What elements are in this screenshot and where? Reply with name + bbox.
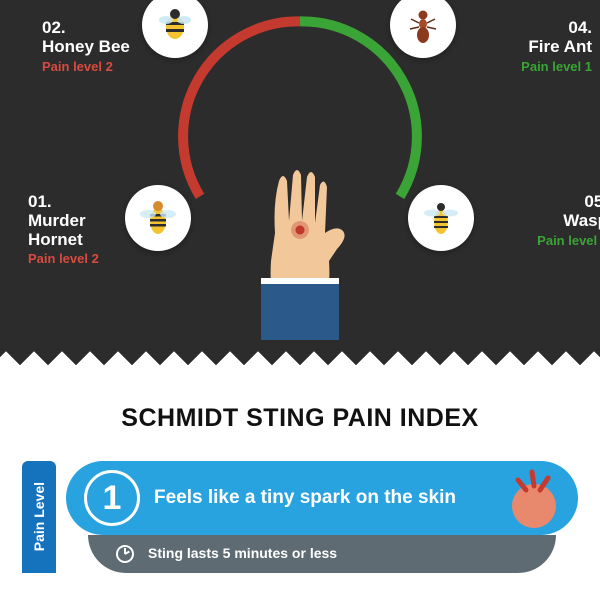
insect-name: Murder Hornet [28, 212, 158, 249]
shirt-cuff [261, 278, 339, 340]
card-bottom: Sting lasts 5 minutes or less [88, 535, 556, 573]
pain-index-row: Pain Level 1 Feels like a tiny spark on … [0, 461, 600, 573]
insect-name: Wasp [478, 212, 600, 231]
insect-ring-section: 02. Honey Bee Pain level 2 01. Murder Ho… [0, 0, 600, 340]
label-honey-bee: 02. Honey Bee Pain level 2 [42, 18, 172, 74]
sting-mark-icon [291, 221, 309, 239]
card-top: 1 Feels like a tiny spark on the skin [66, 461, 578, 535]
insect-number: 01. [28, 192, 52, 211]
hand-illustration [245, 163, 355, 340]
pain-level-text: Pain level 1 [462, 59, 592, 74]
pain-level-tab: Pain Level [22, 461, 56, 573]
pain-level-text: Pain level 1 [478, 233, 600, 248]
label-murder-hornet: 01. Murder Hornet Pain level 2 [28, 192, 158, 266]
pain-level-tab-label: Pain Level [31, 482, 47, 551]
zigzag-divider [0, 340, 600, 370]
insect-name: Fire Ant [462, 38, 592, 57]
label-wasp: 05. Wasp Pain level 1 [478, 192, 600, 248]
insect-number: 05. [584, 192, 600, 211]
bug-fire-ant [390, 0, 456, 58]
insect-number: 02. [42, 18, 66, 37]
pain-level-text: Pain level 2 [42, 59, 172, 74]
label-fire-ant: 04. Fire Ant Pain level 1 [462, 18, 592, 74]
pain-level-number: 1 [84, 470, 140, 526]
insect-number: 04. [568, 18, 592, 37]
sting-duration: Sting lasts 5 minutes or less [148, 545, 337, 561]
bug-wasp [408, 185, 474, 251]
pain-level-1-card: 1 Feels like a tiny spark on the skin St… [66, 461, 578, 573]
insect-name: Honey Bee [42, 38, 172, 57]
pain-level-text: Pain level 2 [28, 251, 158, 266]
clock-icon [116, 545, 134, 563]
spark-icon [498, 466, 562, 530]
section-title: SCHMIDT STING PAIN INDEX [0, 404, 600, 433]
pain-description: Feels like a tiny spark on the skin [154, 487, 456, 510]
